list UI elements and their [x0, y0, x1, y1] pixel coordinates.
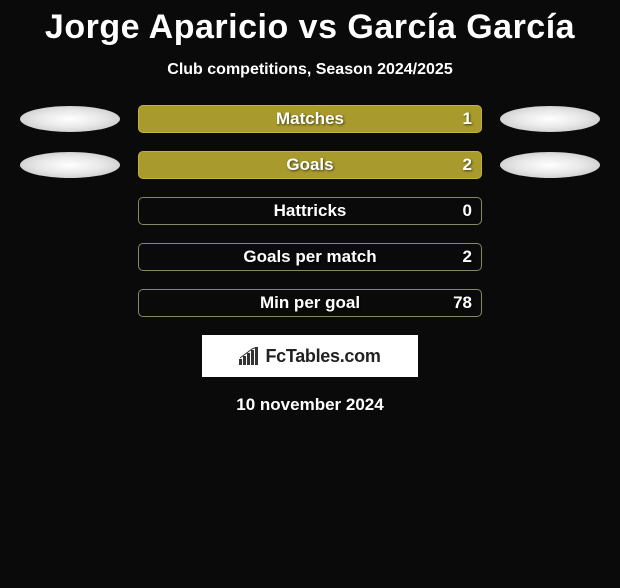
stat-label: Hattricks — [274, 201, 347, 221]
logo-text: FcTables.com — [265, 346, 380, 367]
stat-label: Goals per match — [243, 247, 376, 267]
stat-bar: Matches 1 — [138, 105, 482, 133]
stat-row: Goals 2 — [0, 151, 620, 179]
stat-value: 2 — [463, 247, 472, 267]
page-title: Jorge Aparicio vs García García — [0, 8, 620, 47]
stat-label: Min per goal — [260, 293, 360, 313]
date-text: 10 november 2024 — [0, 395, 620, 415]
player-left-ellipse — [20, 106, 120, 132]
fctables-logo[interactable]: FcTables.com — [202, 335, 418, 377]
stat-row: Min per goal 78 — [0, 289, 620, 317]
stat-bar: Hattricks 0 — [138, 197, 482, 225]
stat-bar: Goals 2 — [138, 151, 482, 179]
subtitle: Club competitions, Season 2024/2025 — [0, 61, 620, 79]
stat-label: Goals — [286, 155, 333, 175]
stat-value: 0 — [463, 201, 472, 221]
player-left-ellipse — [20, 152, 120, 178]
stat-bar: Min per goal 78 — [138, 289, 482, 317]
stat-value: 78 — [453, 293, 472, 313]
bar-chart-icon — [239, 347, 261, 365]
player-right-ellipse — [500, 152, 600, 178]
stats-container: Matches 1 Goals 2 Hattricks 0 Goals per match 2… — [0, 105, 620, 317]
stat-bar: Goals per match 2 — [138, 243, 482, 271]
stat-row: Goals per match 2 — [0, 243, 620, 271]
stat-value: 2 — [463, 155, 472, 175]
stat-row: Hattricks 0 — [0, 197, 620, 225]
stat-row: Matches 1 — [0, 105, 620, 133]
stat-value: 1 — [463, 109, 472, 129]
stat-label: Matches — [276, 109, 344, 129]
player-right-ellipse — [500, 106, 600, 132]
